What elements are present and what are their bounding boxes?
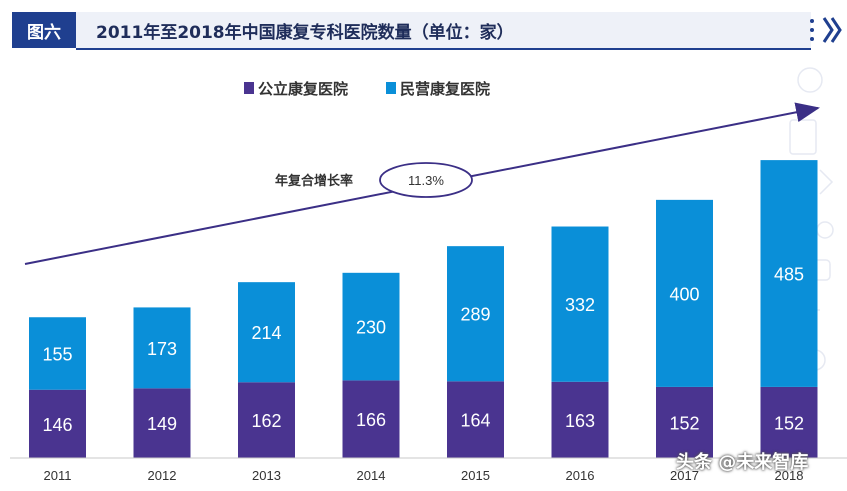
- cagr-label: 年复合增长率: [275, 173, 353, 188]
- data-label-private-2012: 173: [147, 339, 177, 359]
- data-label-private-2011: 155: [42, 344, 72, 364]
- bar-public-2018: [760, 386, 818, 458]
- bar-private-2014: [342, 272, 400, 381]
- bar-private-2011: [29, 317, 86, 390]
- data-label-private-2015: 289: [460, 305, 490, 325]
- data-label-public-2014: 166: [356, 410, 386, 430]
- bar-public-2012: [133, 388, 191, 458]
- chevron-right-icon[interactable]: [818, 14, 846, 46]
- x-tick-label-2013: 2013: [252, 468, 281, 483]
- legend-swatch-private: [386, 82, 396, 94]
- cagr-ellipse: [379, 162, 473, 198]
- data-label-public-2017: 152: [669, 413, 699, 433]
- x-axis: 2011 2012 2013 2014 2015 2016 2017 2018: [10, 457, 847, 483]
- cagr-value: 11.3%: [408, 173, 444, 188]
- bars-group: 146 155 149 173 162 214 166 230 164 289 163 332 152 4…: [29, 160, 818, 458]
- bar-public-2014: [342, 380, 400, 458]
- bar-public-2013: [238, 382, 295, 458]
- x-tick-label-2012: 2012: [148, 468, 177, 483]
- bar-public-2017: [656, 386, 713, 458]
- data-label-private-2018: 485: [774, 265, 804, 285]
- x-tick-label-2015: 2015: [461, 468, 490, 483]
- x-tick-label-2011: 2011: [44, 468, 72, 483]
- bar-private-2017: [656, 199, 713, 387]
- bar-public-2015: [447, 381, 504, 458]
- figure-tag: 图六: [12, 12, 76, 48]
- legend-swatch-public: [244, 82, 254, 94]
- data-label-private-2016: 332: [565, 295, 595, 315]
- x-tick-label-2018: 2018: [775, 468, 804, 483]
- legend-label-public: 公立康复医院: [258, 80, 348, 98]
- data-label-private-2017: 400: [669, 284, 699, 304]
- bar-public-2016: [551, 381, 609, 458]
- bar-private-2013: [238, 282, 295, 383]
- data-label-private-2014: 230: [356, 318, 386, 338]
- bar-private-2012: [133, 307, 191, 389]
- x-tick-label-2016: 2016: [566, 468, 595, 483]
- trend-annotation: 年复合增长率 11.3%: [24, 102, 820, 265]
- title-bar: [76, 12, 811, 50]
- data-label-private-2013: 214: [251, 323, 281, 343]
- data-label-public-2013: 162: [251, 411, 281, 431]
- data-label-public-2011: 146: [42, 415, 72, 435]
- bar-private-2016: [551, 226, 609, 382]
- legend-label-private: 民营康复医院: [400, 80, 490, 98]
- watermark: 头条 @未来智库: [676, 452, 809, 473]
- bar-public-2011: [29, 389, 86, 458]
- x-tick-label-2014: 2014: [357, 468, 386, 483]
- data-label-public-2015: 164: [460, 411, 490, 431]
- page-title: 2011年至2018年中国康复专科医院数量（单位：家）: [96, 22, 514, 43]
- data-label-public-2018: 152: [774, 413, 804, 433]
- data-label-public-2016: 163: [565, 411, 595, 431]
- menu-dots-icon[interactable]: [808, 16, 816, 44]
- bar-private-2018: [760, 160, 818, 387]
- legend: 公立康复医院 民营康复医院: [244, 80, 490, 98]
- bar-private-2015: [447, 246, 504, 382]
- data-label-public-2012: 149: [147, 414, 177, 434]
- x-tick-label-2017: 2017: [670, 468, 699, 483]
